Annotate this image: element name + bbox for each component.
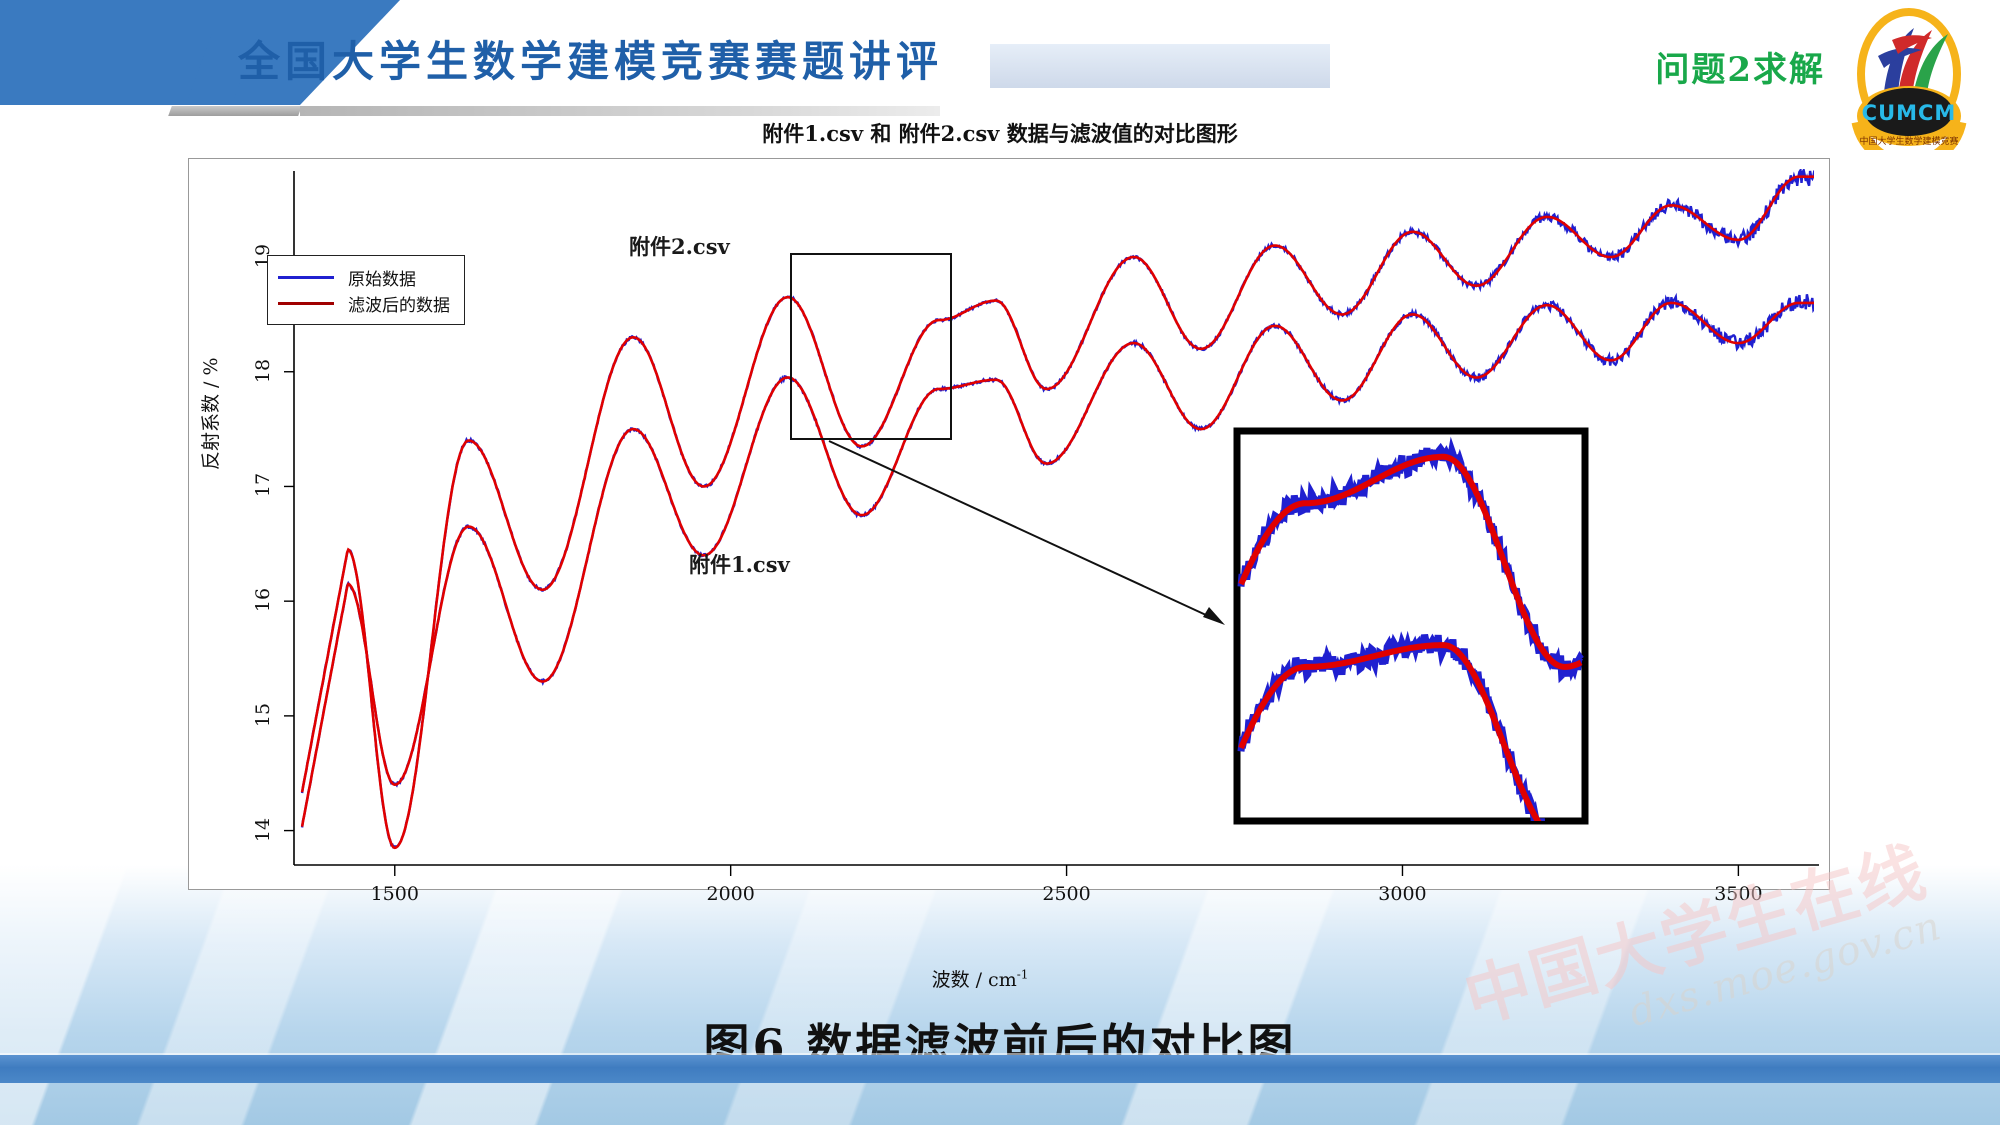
y-axis-label: 反射系数 / % bbox=[200, 357, 222, 470]
legend-swatch-filtered-line-icon bbox=[278, 301, 334, 305]
inset-zoom-box bbox=[1233, 427, 1589, 825]
slide-background-bottom bbox=[0, 865, 2000, 1125]
ann-attachment1: 附件1.csv bbox=[689, 552, 790, 577]
y-tick-14: 14 bbox=[252, 817, 274, 842]
x-tick-3500: 3500 bbox=[1714, 883, 1763, 905]
chart-title: 附件1.csv 和 附件2.csv 数据与滤波值的对比图形 bbox=[762, 121, 1238, 146]
chart-plot bbox=[284, 169, 1819, 876]
legend-label-raw: 原始数据 bbox=[348, 269, 416, 290]
chart-container: 14 15 16 17 18 19 1500 2000 2500 3000 3500 原始数据 滤… bbox=[188, 158, 1830, 905]
svg-text:CUMCM: CUMCM bbox=[1862, 101, 1957, 125]
x-tick-3000: 3000 bbox=[1378, 883, 1427, 905]
chart-series-group bbox=[300, 169, 1814, 850]
y-tick-16: 16 bbox=[252, 588, 274, 613]
x-axis-label: 波数 / cm-1 bbox=[932, 965, 1029, 992]
x-tick-1500: 1500 bbox=[370, 883, 419, 905]
inset-pointer-arrow bbox=[828, 440, 1225, 625]
legend-item-raw: 原始数据 bbox=[278, 264, 450, 290]
legend-item-filtered: 滤波后的数据 bbox=[278, 290, 450, 316]
y-tick-18: 18 bbox=[252, 358, 274, 383]
chart-legend: 原始数据 滤波后的数据 bbox=[267, 255, 465, 325]
chart-axes bbox=[284, 171, 1819, 876]
inset-source-rect bbox=[790, 253, 952, 440]
legend-label-filtered: 滤波后的数据 bbox=[348, 295, 450, 316]
x-axis-label-base: 波数 / cm bbox=[931, 969, 1017, 991]
ann-attachment2: 附件2.csv bbox=[629, 234, 730, 259]
x-axis-label-exponent: -1 bbox=[1016, 967, 1029, 982]
y-tick-17: 17 bbox=[252, 473, 274, 498]
page-title: 全国大学生数学建模竞赛赛题讲评 bbox=[238, 37, 944, 86]
y-tick-15: 15 bbox=[252, 702, 274, 727]
svg-text:中国大学生数学建模竞赛: 中国大学生数学建模竞赛 bbox=[1859, 135, 1958, 147]
legend-swatch-raw-line-icon bbox=[278, 275, 334, 279]
section-label: 问题2求解 bbox=[1655, 50, 1825, 90]
header-gray-accent-right bbox=[300, 106, 940, 116]
x-tick-2000: 2000 bbox=[706, 883, 755, 905]
x-tick-2500: 2500 bbox=[1042, 883, 1091, 905]
header-light-panel bbox=[990, 44, 1330, 88]
footer-bar bbox=[0, 1055, 2000, 1083]
header-gray-accent-left bbox=[168, 106, 302, 116]
